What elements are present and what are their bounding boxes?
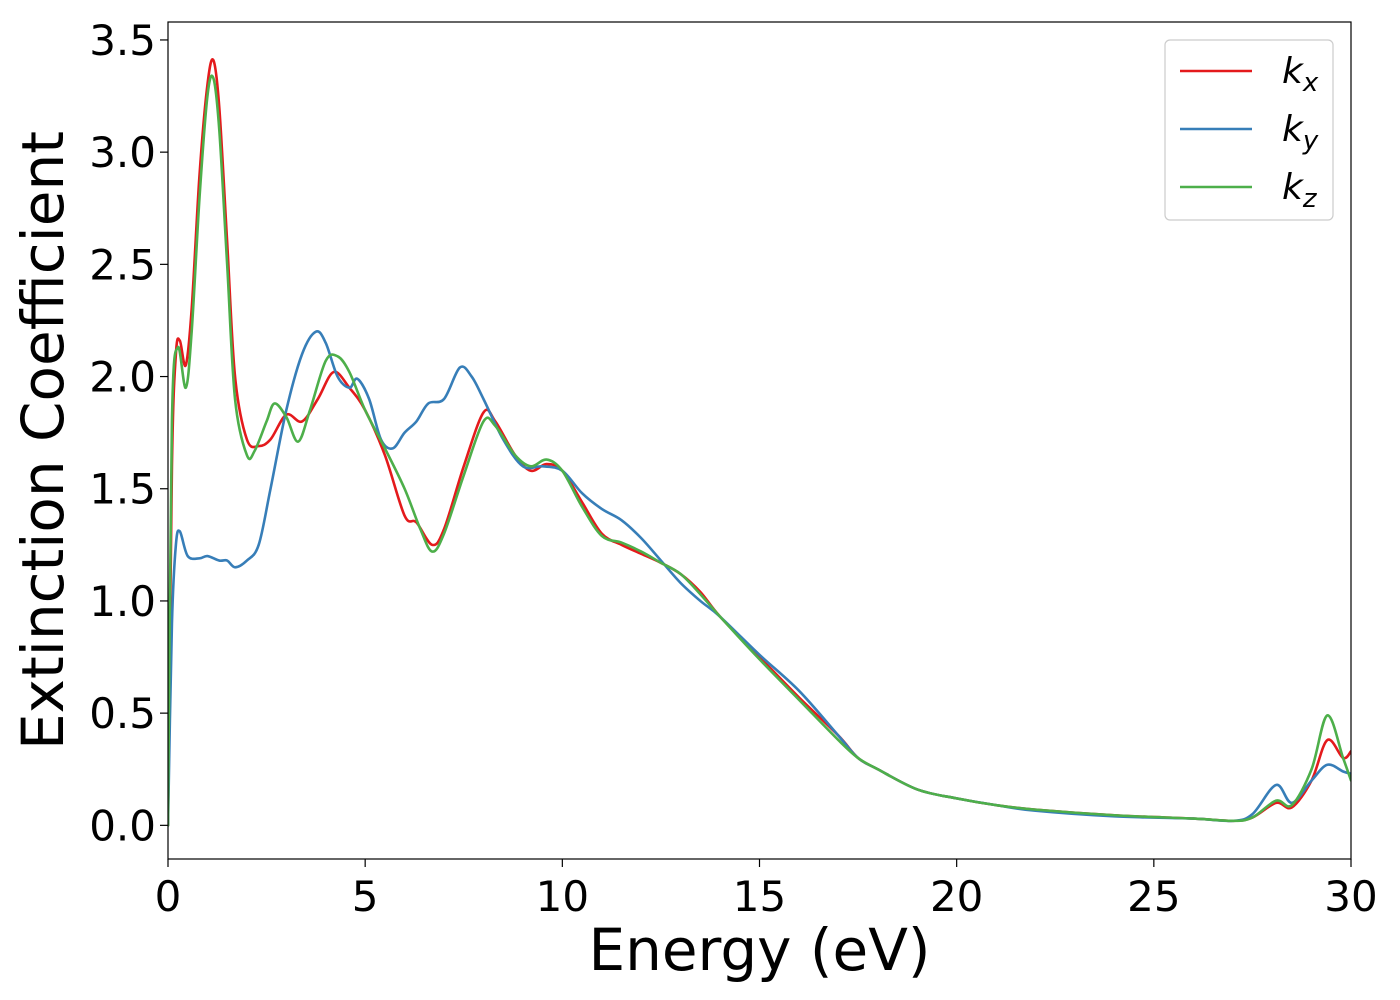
series-layer: [168, 58, 1351, 827]
y-tick-label: 3.0: [89, 128, 156, 177]
y-axis: 0.0 0.5 1.0 1.5 2.0 2.5 3.0 3.5: [89, 16, 168, 850]
x-tick-label: 5: [352, 872, 379, 921]
y-tick-label: 0.0: [89, 801, 156, 850]
y-axis-title: Extinction Coefficient: [9, 131, 77, 750]
x-tick-label: 25: [1127, 872, 1180, 921]
x-tick-label: 30: [1324, 872, 1377, 921]
legend-label: kx: [1282, 51, 1319, 98]
legend: kx ky kz: [1164, 39, 1334, 221]
x-tick-label: 15: [733, 872, 786, 921]
plot-area: [167, 21, 1352, 860]
y-tick-label: 2.5: [89, 240, 156, 289]
x-axis-title: Energy (eV): [588, 916, 930, 984]
x-axis: 0 5 10 15 20 25 30: [155, 859, 1378, 921]
x-tick-label: 20: [930, 872, 983, 921]
y-tick-label: 1.5: [89, 465, 156, 514]
y-tick-label: 1.0: [89, 577, 156, 626]
series-line-kz: [168, 74, 1351, 827]
y-tick-label: 3.5: [89, 16, 156, 65]
legend-label: ky: [1282, 109, 1319, 156]
x-tick-label: 10: [536, 872, 589, 921]
y-tick-label: 0.5: [89, 689, 156, 738]
x-tick-label: 0: [155, 872, 182, 921]
y-tick-label: 2.0: [89, 353, 156, 402]
legend-label: kz: [1282, 167, 1318, 214]
